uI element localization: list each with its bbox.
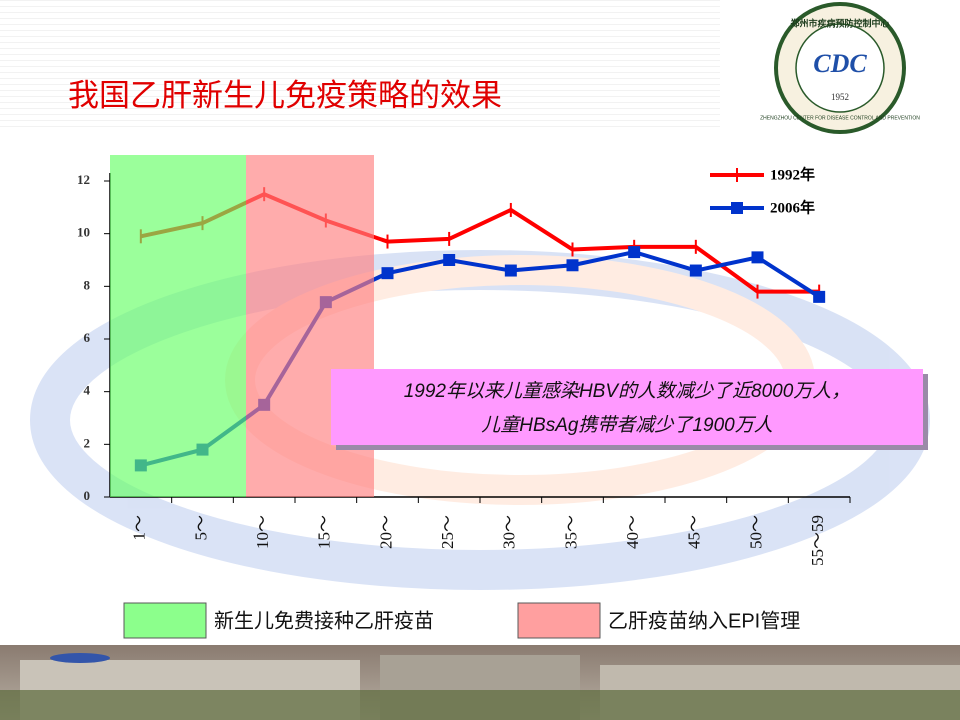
logo-name-cn: 郑州市疾病预防控制中心 — [790, 17, 889, 28]
point — [689, 264, 702, 277]
y-tick-label: 4 — [84, 383, 91, 398]
point — [443, 254, 456, 266]
x-tick-label: 40～ — [623, 515, 642, 549]
x-tick-label: 45～ — [685, 515, 704, 549]
x-tick-label: 5～ — [191, 515, 210, 541]
period-legend-label: 新生儿免费接种乙肝疫苗 — [214, 609, 434, 632]
point — [751, 251, 764, 264]
legend-label: 1992年 — [770, 165, 815, 183]
annotation-line: 1992年以来儿童感染HBV的人数减少了近8000万人， — [404, 380, 851, 402]
svg-text:CDC: CDC — [813, 49, 867, 78]
title: 我国乙肝新生儿免疫策略的效果 — [68, 78, 502, 113]
x-tick-label: 30～ — [500, 515, 519, 549]
legend-marker — [731, 202, 743, 214]
x-tick-label: 1～ — [130, 515, 149, 541]
header-pattern — [0, 0, 720, 130]
period-legend-label: 乙肝疫苗纳入EPI管理 — [608, 609, 800, 632]
point — [381, 267, 394, 280]
legend-label: 2006年 — [770, 198, 815, 216]
y-tick-label: 0 — [84, 488, 91, 503]
annotation-box — [331, 369, 923, 445]
y-tick-label: 10 — [77, 225, 90, 240]
point — [504, 264, 517, 277]
x-tick-label: 25～ — [438, 515, 457, 549]
x-tick-label: 15～ — [315, 515, 334, 549]
x-tick-label: 55～59 — [808, 515, 827, 566]
logo-name-en: ZHENGZHOU CENTER FOR DISEASE CONTROL AND… — [760, 115, 920, 121]
annotation-line: 儿童HBsAg携带者减少了1900万人 — [481, 414, 772, 436]
point — [813, 290, 826, 303]
building-photo — [0, 645, 960, 720]
x-tick-label: 50～ — [746, 515, 765, 549]
y-tick-label: 12 — [77, 172, 90, 187]
point — [566, 259, 579, 272]
logo-year: 1952 — [831, 92, 849, 102]
point — [628, 246, 641, 259]
period-legend-box — [123, 602, 207, 639]
y-tick-label: 8 — [84, 277, 91, 292]
period-shade — [110, 155, 246, 497]
x-tick-label: 20～ — [376, 515, 395, 549]
x-tick-label: 10～ — [253, 515, 272, 549]
x-tick-label: 35～ — [561, 515, 580, 549]
period-legend-box — [517, 602, 601, 639]
logo: CDC 郑州市疾病预防控制中心 ZHENGZHOU CENTER FOR DIS… — [760, 2, 920, 134]
y-tick-label: 6 — [84, 330, 91, 345]
y-tick-label: 2 — [84, 435, 91, 450]
